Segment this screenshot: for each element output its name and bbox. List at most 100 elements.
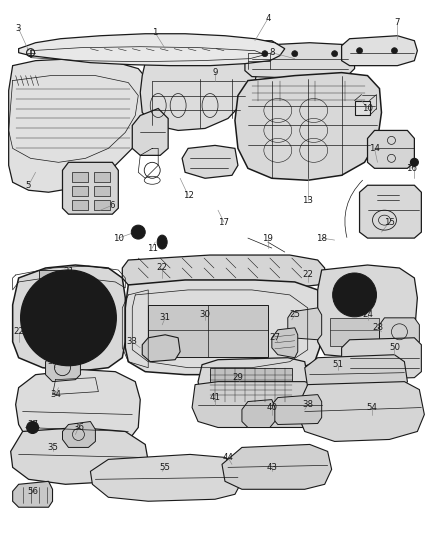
Text: 7: 7 <box>395 18 400 27</box>
Text: 22: 22 <box>302 270 313 279</box>
Text: 31: 31 <box>160 313 171 322</box>
Polygon shape <box>245 43 355 78</box>
Text: 37: 37 <box>27 420 38 429</box>
Polygon shape <box>11 427 148 484</box>
Polygon shape <box>355 101 370 116</box>
Bar <box>72 186 88 196</box>
Polygon shape <box>192 382 325 427</box>
Text: 27: 27 <box>269 333 280 342</box>
Text: 10: 10 <box>113 233 124 243</box>
Polygon shape <box>125 280 321 375</box>
Polygon shape <box>298 382 424 441</box>
Ellipse shape <box>131 225 145 239</box>
Polygon shape <box>46 352 81 382</box>
Text: 35: 35 <box>47 443 58 452</box>
Polygon shape <box>39 270 63 282</box>
Text: 16: 16 <box>406 164 417 173</box>
Text: 23: 23 <box>339 290 350 300</box>
Text: 10: 10 <box>362 104 373 113</box>
Text: 17: 17 <box>219 217 230 227</box>
Bar <box>95 200 110 210</box>
Polygon shape <box>122 255 325 288</box>
Polygon shape <box>142 335 180 362</box>
Text: 54: 54 <box>366 403 377 412</box>
Polygon shape <box>288 308 321 340</box>
Bar <box>148 305 268 357</box>
Text: 9: 9 <box>212 68 218 77</box>
Polygon shape <box>305 355 407 394</box>
Text: 18: 18 <box>316 233 327 243</box>
Polygon shape <box>235 72 381 180</box>
Polygon shape <box>63 422 95 447</box>
Text: 25: 25 <box>289 310 300 319</box>
Polygon shape <box>360 185 421 238</box>
Bar <box>95 172 110 182</box>
Text: 5: 5 <box>26 181 32 190</box>
Text: 32: 32 <box>47 357 58 366</box>
Ellipse shape <box>332 273 377 317</box>
Ellipse shape <box>392 47 397 54</box>
Text: 44: 44 <box>223 453 233 462</box>
Text: 20: 20 <box>50 293 61 302</box>
Polygon shape <box>222 445 332 489</box>
Text: 55: 55 <box>160 463 171 472</box>
Text: 6: 6 <box>110 201 115 209</box>
Bar <box>330 318 379 346</box>
Text: 13: 13 <box>302 196 313 205</box>
Bar <box>210 368 292 401</box>
Polygon shape <box>13 265 125 372</box>
Text: 30: 30 <box>200 310 211 319</box>
Ellipse shape <box>21 270 117 366</box>
Polygon shape <box>132 109 168 155</box>
Polygon shape <box>272 394 321 424</box>
Ellipse shape <box>410 158 418 166</box>
Polygon shape <box>90 455 242 501</box>
Bar <box>72 200 88 210</box>
Bar <box>95 186 110 196</box>
Text: 40: 40 <box>266 403 277 412</box>
Polygon shape <box>182 146 238 178</box>
Text: 22: 22 <box>157 263 168 272</box>
Text: 24: 24 <box>362 310 373 319</box>
Text: 51: 51 <box>332 360 343 369</box>
Text: 34: 34 <box>50 390 61 399</box>
Text: 41: 41 <box>209 393 220 402</box>
Text: 12: 12 <box>183 191 194 200</box>
Ellipse shape <box>27 422 39 433</box>
Polygon shape <box>19 34 285 66</box>
Text: 38: 38 <box>302 400 313 409</box>
Polygon shape <box>379 318 419 348</box>
Text: 36: 36 <box>73 423 84 432</box>
Polygon shape <box>318 265 417 358</box>
Ellipse shape <box>357 47 363 54</box>
Text: 22: 22 <box>13 327 24 336</box>
Polygon shape <box>242 400 275 427</box>
Polygon shape <box>9 59 150 192</box>
Bar <box>72 172 88 182</box>
Text: 3: 3 <box>16 25 21 33</box>
Polygon shape <box>140 53 258 131</box>
Text: 43: 43 <box>266 463 277 472</box>
Text: 19: 19 <box>262 233 273 243</box>
Text: 21: 21 <box>63 268 74 277</box>
Text: 28: 28 <box>372 324 383 332</box>
Polygon shape <box>367 131 414 168</box>
Polygon shape <box>63 163 118 214</box>
Text: 29: 29 <box>233 373 244 382</box>
Polygon shape <box>272 328 298 358</box>
Text: 33: 33 <box>127 337 138 346</box>
Text: 11: 11 <box>147 244 158 253</box>
Polygon shape <box>198 358 308 409</box>
Text: 8: 8 <box>269 48 275 57</box>
Text: 56: 56 <box>27 487 38 496</box>
Ellipse shape <box>292 51 298 56</box>
Text: 14: 14 <box>369 144 380 153</box>
Polygon shape <box>16 370 140 457</box>
Text: 50: 50 <box>389 343 400 352</box>
Polygon shape <box>238 41 282 76</box>
Ellipse shape <box>262 51 268 56</box>
Text: 1: 1 <box>152 28 158 37</box>
Text: 15: 15 <box>384 217 395 227</box>
Polygon shape <box>342 36 417 66</box>
Ellipse shape <box>157 235 167 249</box>
